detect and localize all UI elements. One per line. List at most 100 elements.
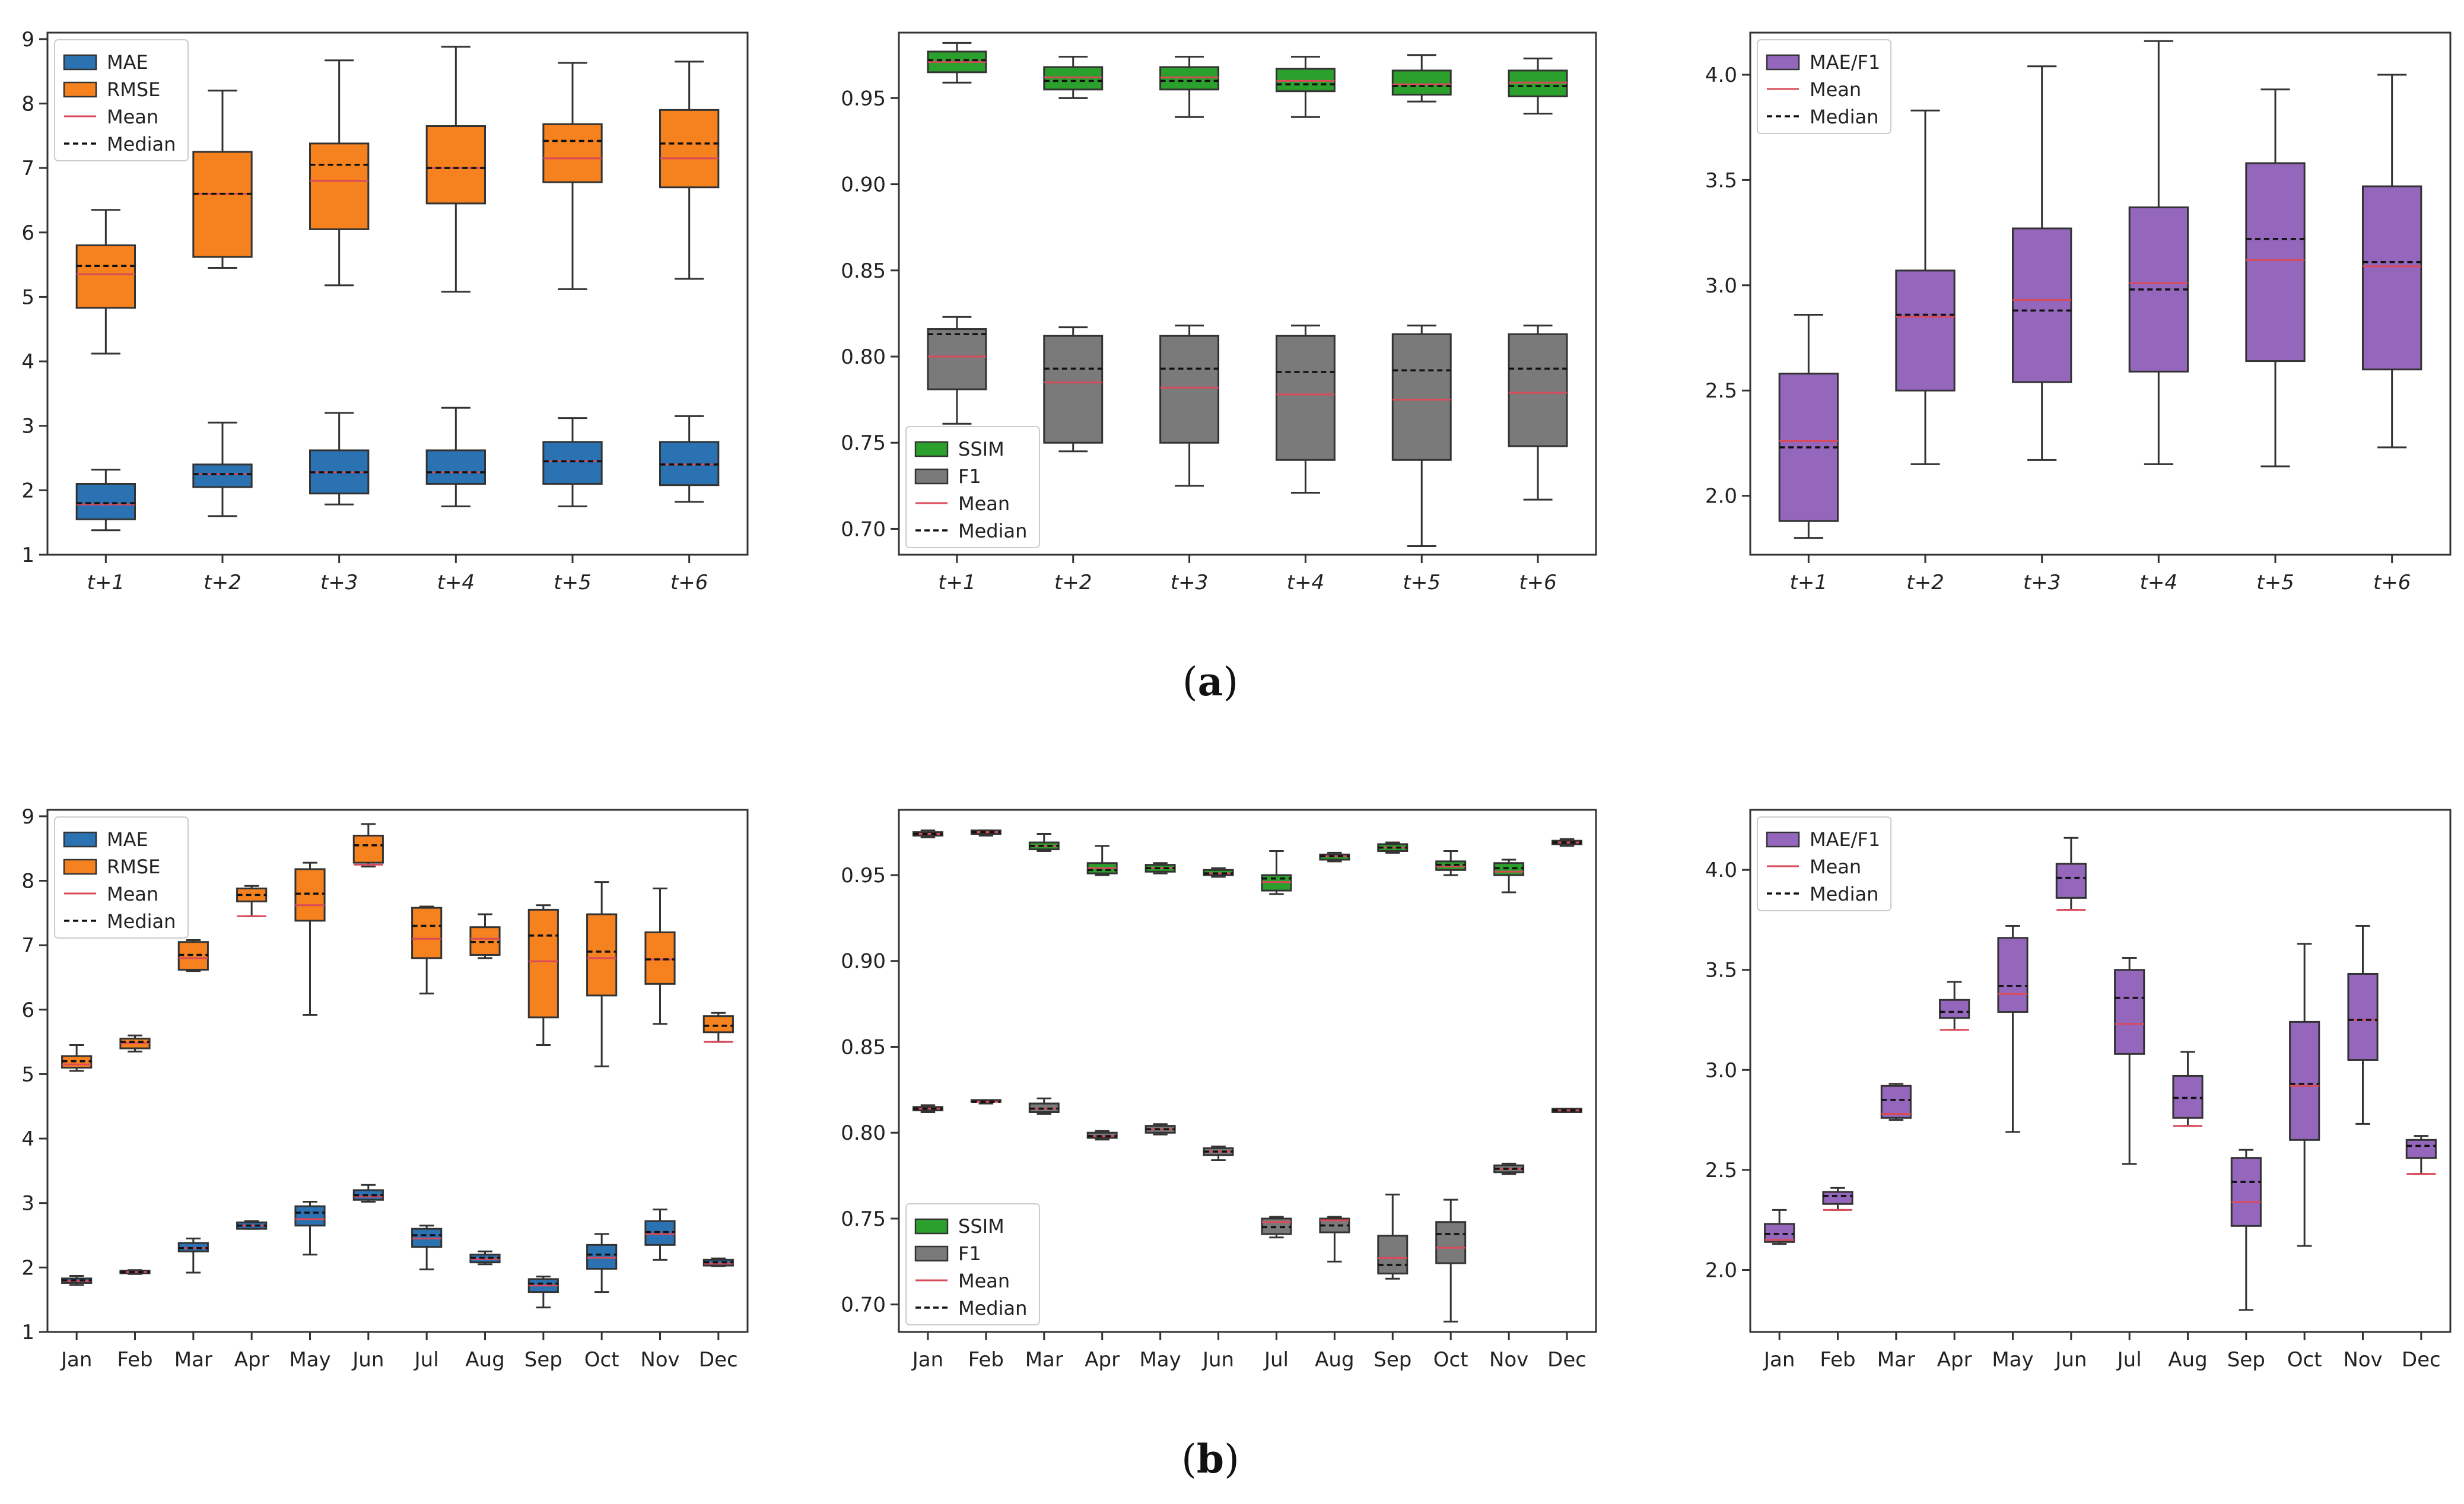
box-mae-t-3: [309, 412, 370, 505]
x-tick-label: Aug: [1315, 1348, 1354, 1372]
box-ssim-mar: [1028, 833, 1060, 852]
x-tick-label: t+6: [670, 571, 708, 594]
box-ssim-t-3: [1159, 56, 1220, 118]
box-iqr: [75, 244, 136, 309]
box-mae-dec: [702, 1257, 734, 1267]
legend-label: Median: [958, 1297, 1027, 1319]
x-tick-label: t+1: [87, 571, 125, 594]
legend-swatch: [914, 1245, 949, 1262]
box-mae-mar: [177, 1237, 209, 1274]
y-tick-label: 8: [21, 93, 34, 116]
box-iqr: [1895, 269, 1956, 392]
box-iqr: [2114, 969, 2145, 1055]
x-tick-label: t+4: [1287, 571, 1324, 594]
box-mae-f1-jun: [2055, 837, 2087, 911]
chart-a1: 1 2 3 4 5 6 7 8 9 t+1 t+2 t+3 t+4 t+5 t+6 MAE RMSE Mean Me…: [21, 28, 749, 594]
legend-b3: MAE/F1 Mean Median: [1757, 816, 1891, 911]
x-tick-label: t+2: [1054, 571, 1092, 594]
box-iqr: [1391, 69, 1452, 96]
box-rmse-jun: [352, 823, 384, 868]
box-mae-f1-t-1: [1778, 313, 1839, 539]
x-tick-label: Sep: [2227, 1348, 2265, 1372]
legend-label: Mean: [107, 106, 158, 128]
legend-label: SSIM: [958, 438, 1004, 460]
legend-label: Median: [1810, 883, 1878, 905]
box-iqr: [411, 907, 443, 959]
box-mae-t-4: [425, 406, 487, 508]
box-iqr: [2362, 185, 2422, 371]
box-rmse-feb: [119, 1034, 151, 1053]
box-ssim-oct: [1435, 850, 1467, 876]
legend-swatch: [914, 468, 949, 485]
x-tick-label: t+4: [437, 571, 475, 594]
x-tick-label: Nov: [2343, 1348, 2382, 1372]
legend-swatch: [914, 1218, 949, 1235]
x-tick-label: t+1: [1790, 571, 1827, 594]
box-iqr: [425, 449, 487, 485]
x-tick-label: Dec: [2402, 1348, 2441, 1372]
box-ssim-jan: [912, 829, 943, 838]
legend-label: Mean: [1810, 856, 1861, 878]
box-mae-f1-feb: [1822, 1187, 1853, 1211]
box-rmse-t-1: [75, 209, 136, 355]
x-tick-label: Apr: [1937, 1348, 1972, 1372]
x-tick-label: Feb: [968, 1348, 1004, 1372]
box-f1-t-4: [1275, 325, 1336, 494]
box-mae-f1-t-3: [2012, 65, 2072, 461]
y-tick-label: 0.95: [841, 87, 886, 110]
x-tick-label: Jan: [60, 1348, 92, 1372]
box-rmse-apr: [236, 885, 268, 917]
box-mae-f1-apr: [1939, 981, 1970, 1031]
box-mae-t-5: [542, 417, 603, 508]
box-rmse-t-5: [542, 62, 603, 290]
box-mae-f1-jul: [2114, 957, 2145, 1165]
box-mae-jun: [352, 1184, 384, 1203]
x-tick-label: Feb: [117, 1348, 152, 1372]
box-iqr: [294, 868, 326, 922]
y-tick-label: 4: [21, 1127, 34, 1151]
y-tick-label: 3: [21, 1192, 34, 1216]
legend-swatch: [63, 858, 97, 875]
y-tick-label: 2.0: [1705, 485, 1737, 508]
box-mae-feb: [119, 1269, 151, 1275]
box-mae-may: [294, 1201, 326, 1256]
box-iqr: [542, 123, 603, 183]
box-iqr: [192, 151, 253, 258]
caption-b-label: b: [1196, 1436, 1225, 1482]
x-tick-label: t+5: [1403, 571, 1441, 594]
x-tick-label: Apr: [1085, 1348, 1120, 1372]
box-f1-may: [1144, 1123, 1176, 1136]
y-tick-label: 2.5: [1705, 379, 1737, 403]
box-rmse-aug: [469, 913, 501, 959]
legend-swatch: [914, 441, 949, 457]
legend-label: Mean: [958, 1270, 1010, 1292]
y-tick-label: 5: [21, 1063, 34, 1086]
box-rmse-jan: [61, 1044, 93, 1072]
box-iqr: [1997, 937, 2029, 1013]
box-mae-t-2: [192, 421, 253, 517]
legend-label: Median: [107, 133, 176, 155]
y-tick-label: 4.0: [1705, 63, 1737, 87]
box-mae-f1-t-4: [2128, 40, 2189, 465]
box-iqr: [927, 328, 987, 390]
box-f1-mar: [1028, 1097, 1060, 1115]
x-tick-label: Mar: [174, 1348, 212, 1372]
box-rmse-sep: [527, 904, 559, 1047]
y-tick-label: 9: [21, 28, 34, 52]
y-tick-label: 9: [21, 805, 34, 829]
box-ssim-may: [1144, 862, 1176, 875]
y-tick-label: 0.85: [841, 259, 886, 283]
y-tick-label: 3.5: [1705, 168, 1737, 192]
x-tick-label: Sep: [1374, 1348, 1411, 1372]
box-mae-f1-sep: [2230, 1149, 2262, 1311]
x-tick-label: May: [1992, 1348, 2033, 1372]
box-rmse-t-6: [659, 61, 720, 280]
legend-label: Median: [1810, 106, 1878, 128]
y-tick-label: 4: [21, 350, 34, 374]
legend-swatch: [63, 54, 97, 71]
legend-label: MAE/F1: [1810, 51, 1880, 74]
box-mae-f1-t-2: [1895, 109, 1956, 465]
x-tick-label: Jul: [1263, 1348, 1289, 1372]
box-f1-nov: [1493, 1162, 1525, 1175]
legend-label: RMSE: [107, 856, 160, 878]
